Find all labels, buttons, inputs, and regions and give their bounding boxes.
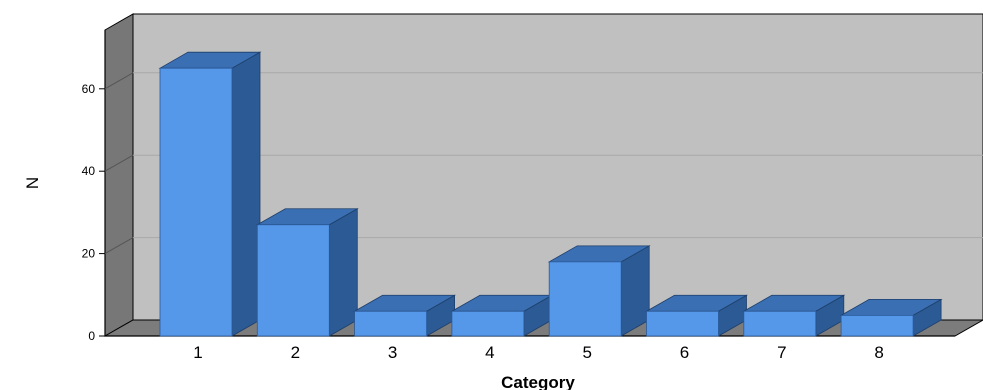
gridlines [104, 72, 983, 255]
y-tick-label: 20 [82, 247, 96, 261]
bar-front [840, 314, 914, 337]
bar [547, 245, 651, 337]
bar [353, 294, 457, 337]
x-tick-label: 6 [680, 343, 689, 362]
y-axis-label: N [23, 177, 42, 189]
gridline-side [104, 237, 134, 255]
gridline-side [104, 72, 134, 90]
bar [158, 51, 262, 337]
x-tick-label: 2 [291, 343, 300, 362]
y-tick-labels: 0 20 40 60 [82, 82, 105, 343]
bar [644, 294, 749, 337]
bar-front [646, 310, 719, 337]
bar-front [451, 310, 525, 337]
bar [450, 294, 554, 337]
bar-side [328, 208, 358, 337]
y-tick-label: 40 [82, 164, 96, 178]
bar-front [354, 310, 428, 337]
bar-front [548, 261, 622, 337]
x-tick-label: 1 [193, 343, 202, 362]
bar-front [743, 310, 817, 337]
side-wall [104, 13, 134, 337]
x-tick-label: 5 [582, 343, 591, 362]
x-tick-label: 4 [485, 343, 494, 362]
bar [742, 294, 846, 337]
x-tick-label: 7 [777, 343, 786, 362]
x-tick-labels: 1 2 3 4 5 6 7 8 [193, 343, 884, 362]
y-tick-label: 60 [82, 82, 96, 96]
x-tick-label: 3 [388, 343, 397, 362]
y-tick-label: 0 [88, 329, 95, 343]
bar-front [159, 67, 233, 337]
gridline-side [104, 154, 134, 172]
bars [158, 51, 943, 337]
bar-side [231, 51, 261, 337]
x-tick-label: 8 [874, 343, 883, 362]
bar-front [256, 224, 330, 337]
x-axis-label: Category [501, 373, 575, 390]
bar [255, 208, 359, 337]
bar [839, 298, 943, 337]
